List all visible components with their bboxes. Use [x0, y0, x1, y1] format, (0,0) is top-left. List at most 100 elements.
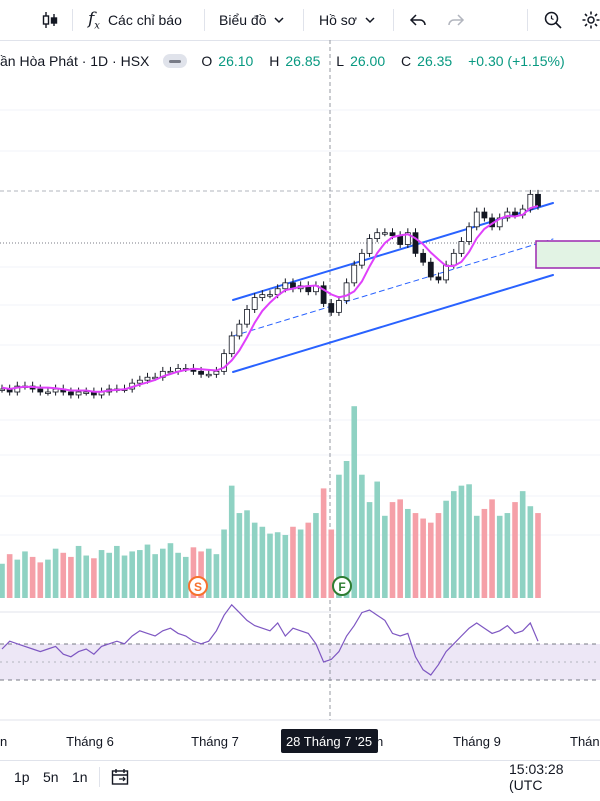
range-label: 5n — [43, 769, 59, 785]
rsi-line — [1, 603, 539, 676]
range-1n[interactable]: 1n — [72, 761, 88, 793]
crosshair-time-label — [281, 729, 378, 753]
time-axis[interactable]: n Tháng 6 Tháng 7 n Tháng 9 Tháng 28 Thá… — [0, 729, 600, 753]
candle — [512, 211, 518, 216]
volume-bar — [320, 488, 327, 598]
volume-bar — [228, 485, 235, 598]
channel-median-line — [232, 238, 554, 337]
chart-type-button[interactable]: Biểu đồ — [219, 0, 286, 40]
crosshair-time-text: 28 Tháng 7 '25 — [286, 734, 372, 749]
candle — [458, 241, 465, 254]
volume-bar — [6, 554, 13, 598]
redo-button[interactable] — [446, 0, 466, 40]
toolbar-divider — [99, 767, 100, 787]
marker-f[interactable]: F — [332, 576, 352, 596]
candle — [228, 335, 235, 355]
marker-s-label: S — [194, 580, 202, 594]
volume-bar — [167, 543, 174, 598]
candle — [267, 294, 273, 297]
date-range-button[interactable] — [110, 761, 130, 793]
low-key: L — [336, 53, 345, 69]
candle — [389, 232, 396, 237]
volume-bar — [259, 526, 266, 598]
volume-bar — [466, 484, 472, 598]
volume-bar — [535, 513, 541, 598]
volume-bar — [106, 552, 112, 598]
rectangle-drawing[interactable] — [535, 240, 600, 269]
low-value: 26.00 — [350, 53, 386, 69]
volume-bar — [282, 534, 289, 598]
search-icon — [544, 11, 562, 29]
candle — [427, 261, 434, 278]
volume-bar — [251, 522, 258, 598]
candle — [221, 353, 227, 372]
gear-icon — [582, 11, 600, 29]
candle — [320, 285, 327, 304]
volume-bar — [405, 508, 411, 598]
range-1p[interactable]: 1p — [14, 761, 30, 793]
candle — [167, 370, 174, 374]
volume-bar — [420, 518, 426, 598]
toolbar-divider — [72, 9, 73, 31]
x-tick: n — [0, 734, 7, 749]
volume-bar — [22, 551, 28, 598]
x-tick: Tháng 9 — [453, 734, 501, 749]
volume-bar — [244, 510, 250, 598]
visibility-toggle-icon[interactable] — [163, 54, 188, 68]
volume-bar — [221, 529, 227, 598]
volume-bar — [75, 545, 82, 598]
close-key: C — [401, 53, 412, 69]
candle — [37, 388, 44, 393]
volume-bar — [343, 461, 350, 598]
marker-s[interactable]: S — [188, 576, 208, 596]
volume-bar — [489, 499, 495, 598]
candle — [381, 232, 388, 235]
volume-bar — [313, 513, 319, 598]
volume-bar — [382, 515, 388, 598]
volume-bar — [144, 544, 151, 598]
clock-display[interactable]: 15:03:28 (UTC — [509, 761, 600, 793]
candle — [45, 391, 51, 394]
volume-bar — [473, 515, 480, 598]
chevron-down-icon — [365, 17, 375, 24]
candle — [366, 238, 373, 254]
volume-bar — [60, 552, 67, 598]
candle — [404, 232, 411, 245]
bottom-toolbar: 1p 5n 1n 15:03:28 (UTC — [0, 760, 600, 801]
volume-bar — [450, 491, 457, 598]
symbol-title[interactable]: ần Hòa Phát · 1D · HSX — [0, 53, 150, 69]
chart-type-label: Biểu đồ — [219, 12, 267, 28]
candles-icon[interactable] — [40, 0, 60, 40]
volume-bar — [45, 559, 51, 598]
channel-lower-line[interactable] — [232, 274, 554, 373]
volume-bar — [496, 515, 503, 598]
candles-series — [0, 189, 541, 399]
candle — [466, 226, 472, 242]
range-5n[interactable]: 5n — [43, 761, 59, 793]
candle — [412, 232, 419, 254]
close-value: 26.35 — [417, 53, 453, 69]
candle — [343, 282, 350, 301]
quick-search-button[interactable] — [543, 0, 563, 40]
marker-f-label: F — [338, 580, 345, 594]
volume-bar — [458, 485, 465, 598]
indicators-button[interactable]: fx Các chỉ báo — [88, 0, 182, 40]
indicators-label: Các chỉ báo — [107, 12, 182, 28]
volume-bar — [175, 552, 181, 598]
undo-button[interactable] — [408, 0, 428, 40]
volume-bar — [14, 559, 21, 598]
undo-icon — [409, 14, 426, 26]
volume-bar — [512, 502, 518, 598]
chart-canvas[interactable]: S F n Tháng 6 Tháng 7 n Tháng 9 Tháng 28… — [0, 0, 600, 760]
profile-button[interactable]: Hồ sơ — [319, 0, 377, 40]
volume-bar — [0, 563, 5, 598]
candle — [481, 211, 488, 219]
candle — [374, 232, 381, 239]
settings-button[interactable] — [581, 0, 600, 40]
candle — [443, 264, 450, 281]
volume-bar — [290, 526, 296, 598]
x-tick: Tháng 7 — [191, 734, 239, 749]
toolbar-divider — [303, 9, 304, 31]
volume-bar — [305, 522, 312, 598]
candle — [198, 370, 204, 375]
